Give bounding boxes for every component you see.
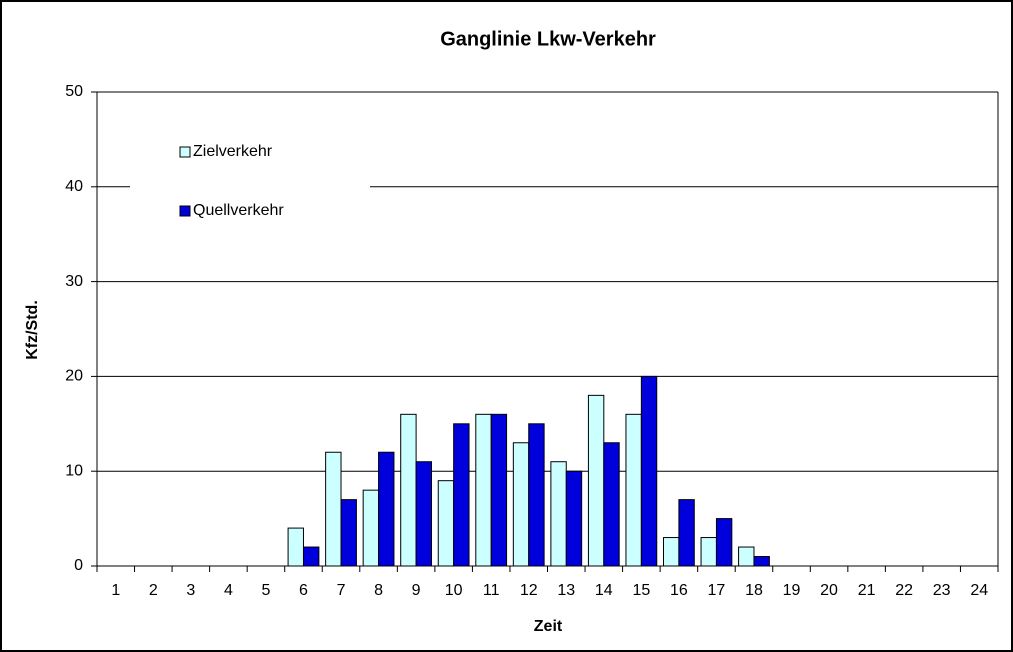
x-tick-label: 22 [895,582,913,599]
bar [325,451,342,567]
chart-title: Ganglinie Lkw-Verkehr [440,28,656,50]
x-tick-label: 13 [557,582,575,599]
x-tick-label: 6 [299,582,308,599]
legend-label: Zielverkehr [193,143,273,160]
x-tick-label: 15 [632,582,650,599]
x-tick-label: 8 [374,582,383,599]
y-tick-label: 30 [65,273,83,290]
bar [475,413,492,567]
bar [437,480,455,567]
bar [640,375,658,567]
x-tick-label: 24 [970,582,988,599]
bar [528,423,545,567]
bar [565,470,583,567]
x-tick-label: 4 [224,582,233,599]
x-tick-label: 14 [595,582,613,599]
x-tick-label: 9 [412,582,421,599]
x-tick-label: 7 [337,582,346,599]
bar [678,499,695,567]
x-tick-label: 12 [520,582,538,599]
y-axis-label: Kfz/Std. [24,300,41,360]
x-tick-label: 5 [261,582,270,599]
y-tick-label: 40 [65,178,83,195]
x-tick-label: 3 [186,582,195,599]
x-tick-label: 20 [820,582,838,599]
bar [700,537,717,567]
bar [340,499,357,567]
x-tick-label: 16 [670,582,688,599]
bar [512,442,530,567]
bar [302,546,320,567]
bar [625,413,642,567]
bar [287,527,304,567]
bar [415,461,432,567]
x-tick-label: 2 [149,582,158,599]
bar [753,556,770,567]
bar [550,461,567,567]
bar [587,394,605,567]
legend-box [130,128,370,240]
x-tick-label: 17 [708,582,726,599]
x-tick-label: 11 [483,582,500,599]
legend-label: Quellverkehr [193,202,284,219]
bar [715,518,733,567]
bar [663,537,680,567]
bar [362,489,380,567]
x-axis-label: Zeit [534,618,563,635]
legend-swatch [179,146,191,158]
y-tick-label: 10 [65,462,83,479]
y-tick-label: 50 [65,83,83,100]
bar [490,413,508,567]
bar [603,442,620,567]
x-tick-label: 23 [933,582,951,599]
x-tick-label: 19 [783,582,801,599]
bar [453,423,470,567]
y-tick-label: 20 [65,368,83,385]
x-tick-label: 21 [858,582,876,599]
legend-swatch [179,205,191,217]
y-tick-label: 0 [74,557,83,574]
x-tick-label: 1 [111,582,120,599]
x-tick-label: 18 [745,582,763,599]
bar [378,451,395,567]
x-tick-label: 10 [445,582,463,599]
bar [400,413,417,567]
bar [738,546,755,567]
